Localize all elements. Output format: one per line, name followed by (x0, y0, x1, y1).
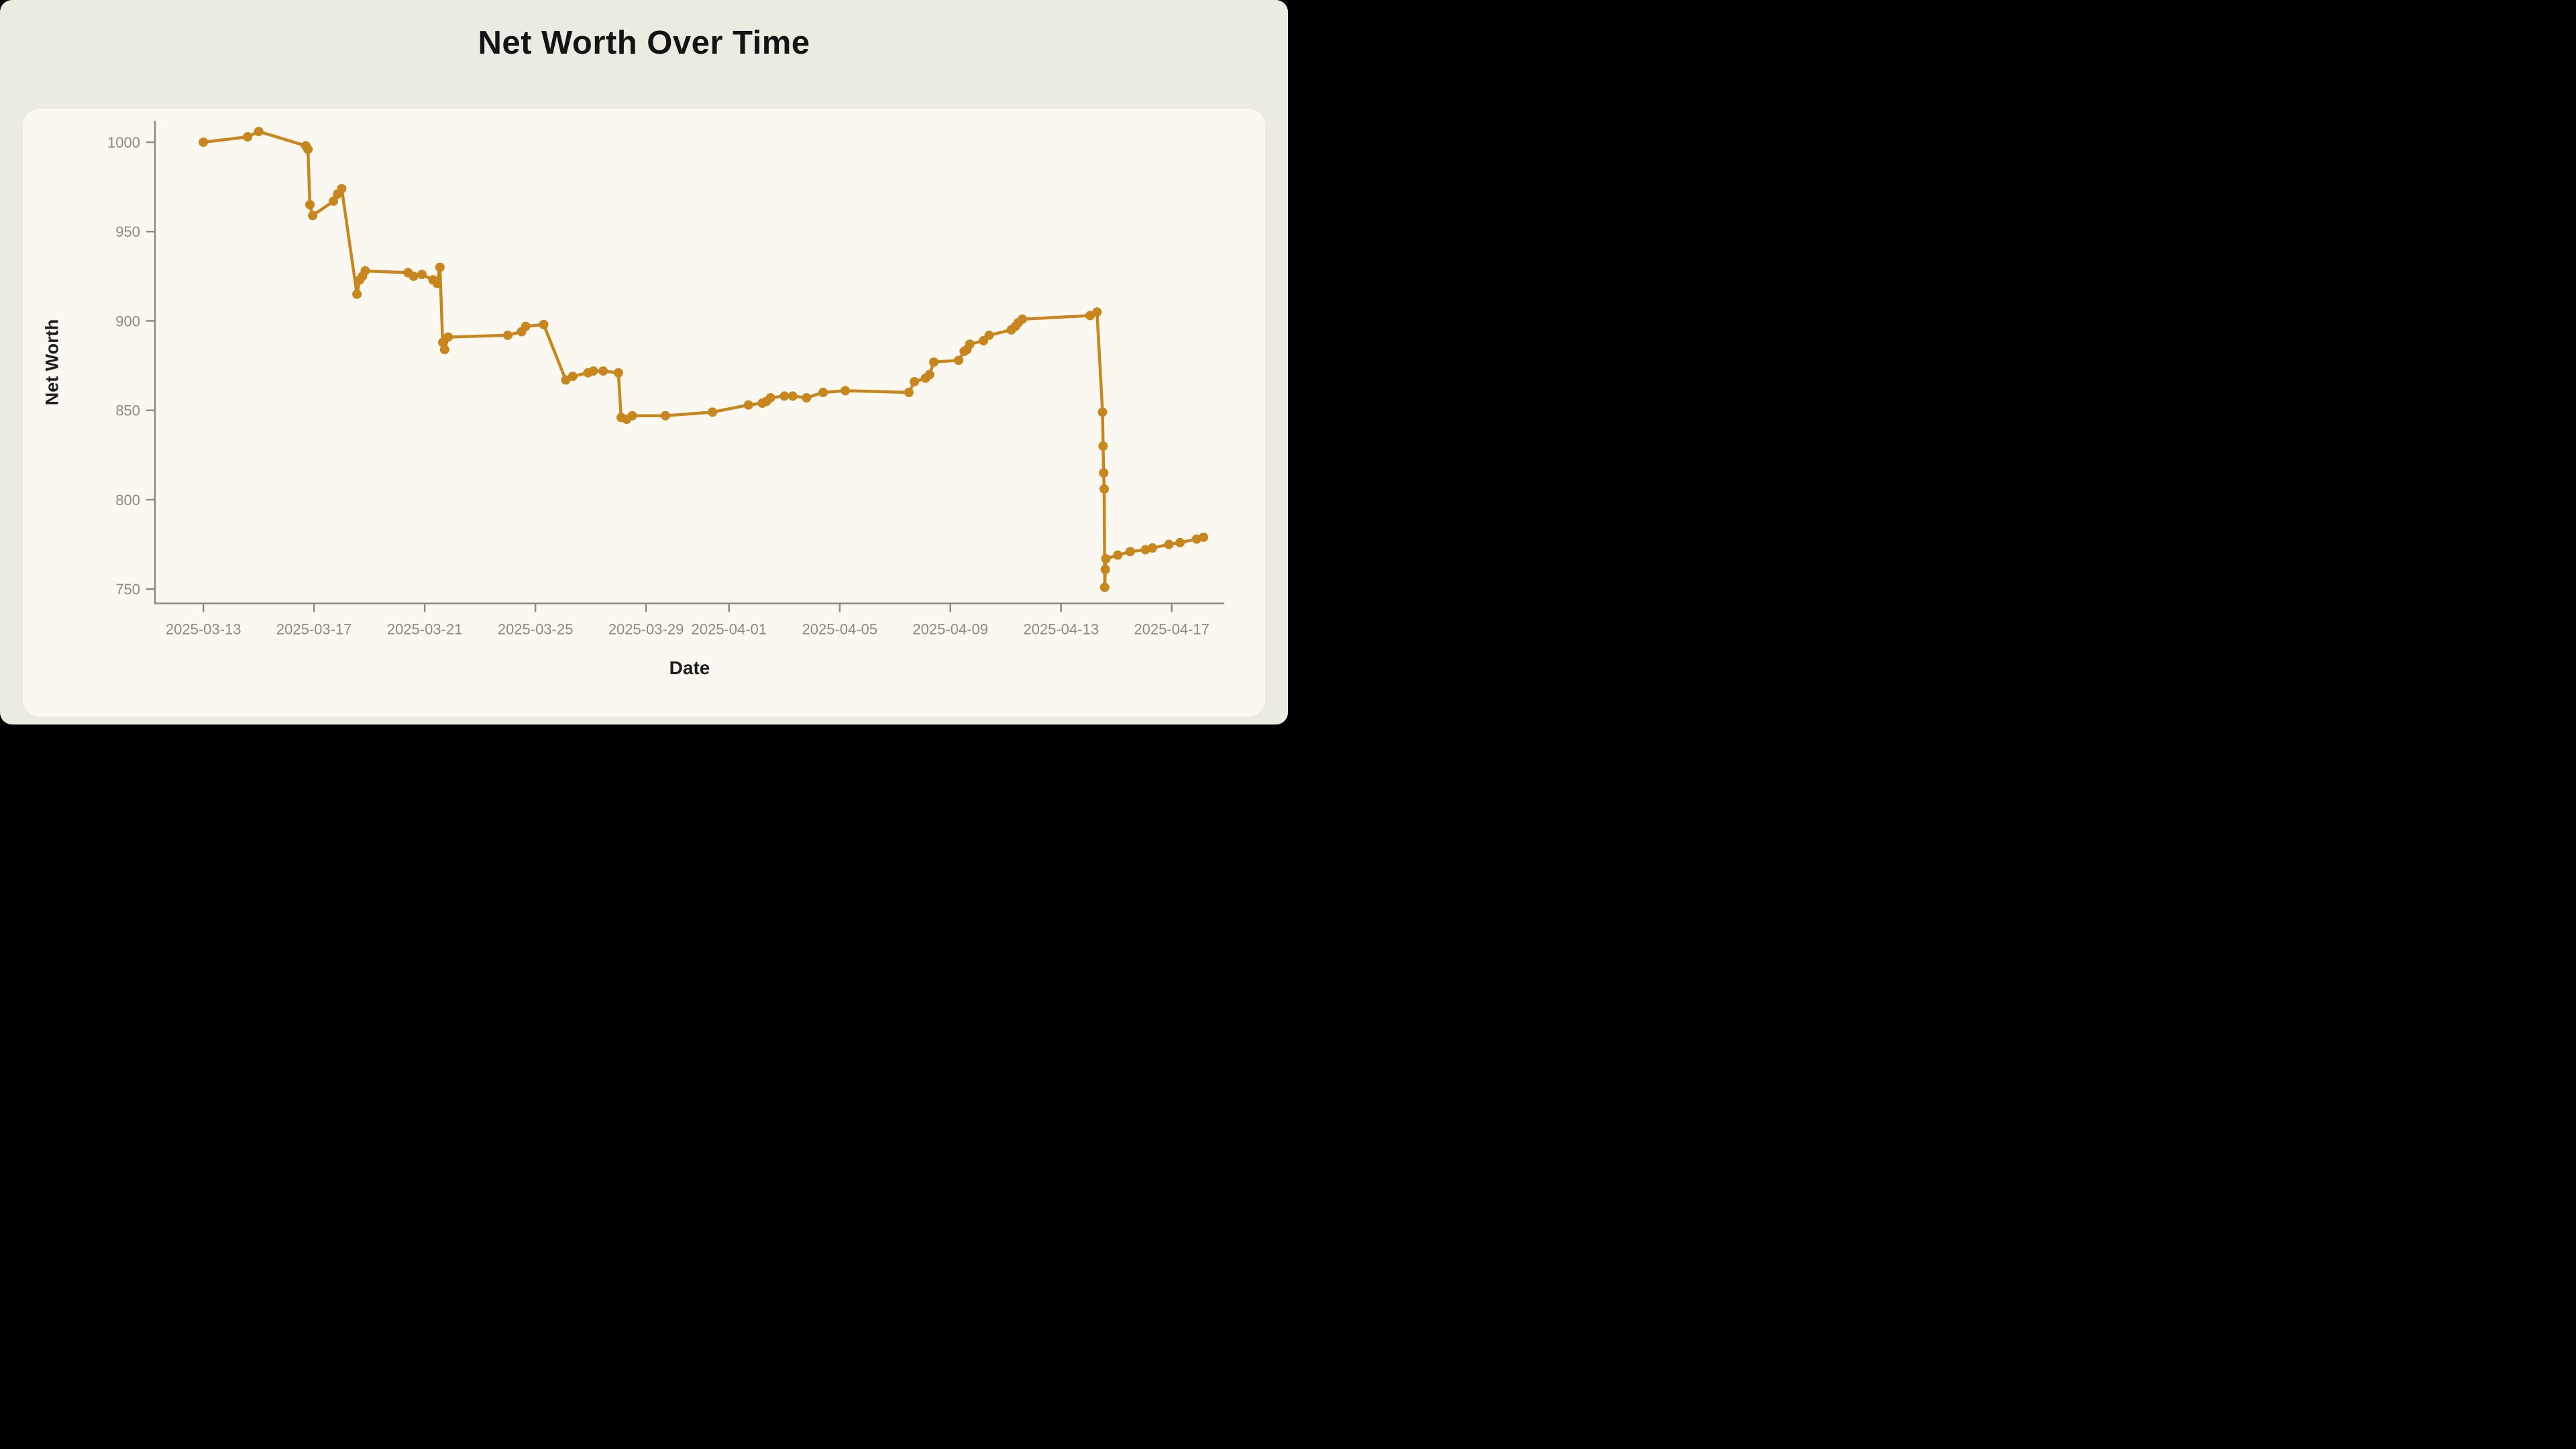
x-tick-label: 2025-04-09 (912, 621, 988, 638)
data-point (199, 137, 209, 147)
data-point (1164, 539, 1174, 549)
x-tick-label: 2025-04-17 (1134, 621, 1210, 638)
data-point (417, 270, 427, 280)
data-point (924, 370, 934, 380)
data-point (765, 393, 775, 403)
data-point (1099, 484, 1110, 494)
data-point (303, 144, 313, 154)
data-point (965, 339, 975, 350)
data-point (910, 377, 920, 387)
data-point (254, 126, 264, 136)
data-point (954, 356, 964, 366)
data-point (329, 196, 339, 206)
data-point (1097, 407, 1108, 417)
data-point (539, 319, 549, 329)
data-point (352, 289, 362, 299)
data-point (1098, 441, 1108, 451)
x-tick-label: 2025-04-13 (1023, 621, 1099, 638)
data-point (1092, 307, 1102, 317)
data-point (1099, 582, 1110, 592)
data-point (360, 266, 370, 276)
x-tick-label: 2025-03-29 (608, 621, 684, 638)
data-point (435, 262, 445, 272)
x-tick-label: 2025-03-13 (166, 621, 241, 638)
y-tick-label: 750 (115, 581, 140, 598)
data-point (904, 388, 914, 398)
x-axis-label: Date (669, 657, 710, 678)
data-point (337, 184, 347, 194)
data-point (568, 372, 578, 382)
y-axis-label: Net Worth (42, 319, 62, 406)
data-point (780, 391, 790, 401)
data-point (708, 407, 718, 417)
data-point (627, 411, 637, 421)
x-tick-label: 2025-04-05 (802, 621, 877, 638)
data-point (928, 357, 938, 367)
y-tick-label: 950 (115, 223, 140, 240)
y-tick-label: 850 (115, 402, 140, 419)
x-tick-label: 2025-03-21 (387, 621, 463, 638)
data-point (1147, 543, 1157, 553)
chart-card: 750 800 850 900 950 1000 2025-03-13 2025-03-17 2… (23, 109, 1265, 716)
data-point (1113, 550, 1123, 560)
data-point (840, 386, 850, 396)
data-point (439, 345, 449, 355)
data-point (660, 411, 670, 421)
data-point (613, 368, 623, 378)
data-point (743, 400, 753, 410)
data-point (818, 388, 828, 398)
app-page: Net Worth Over Time 750 800 850 900 950 1000 2… (0, 0, 1288, 724)
data-point (243, 131, 253, 142)
data-point (305, 200, 315, 210)
y-tick-label: 800 (115, 492, 140, 508)
data-point (788, 391, 798, 401)
y-tick-label: 1000 (107, 134, 140, 151)
data-point (588, 366, 598, 376)
networth-line-series (201, 129, 1205, 589)
y-tick-label: 900 (115, 313, 140, 329)
data-point (432, 278, 442, 288)
data-point (1175, 537, 1185, 547)
data-point (502, 330, 513, 340)
data-point (598, 366, 608, 376)
x-tick-label: 2025-03-17 (276, 621, 352, 638)
data-point (1100, 564, 1110, 574)
page-title: Net Worth Over Time (478, 25, 810, 61)
data-point (1099, 468, 1109, 478)
data-point (1125, 547, 1135, 557)
data-point (308, 211, 318, 221)
data-point (1101, 553, 1111, 564)
data-point (1017, 314, 1027, 324)
networth-line-chart: 750 800 850 900 950 1000 2025-03-13 2025-03-17 2… (107, 121, 1224, 638)
data-point (409, 271, 419, 281)
data-point (1199, 532, 1209, 542)
x-tick-label: 2025-03-25 (498, 621, 574, 638)
data-point (984, 330, 994, 340)
data-point (521, 321, 531, 331)
data-point (561, 375, 571, 385)
data-point (802, 393, 812, 403)
x-tick-label: 2025-04-01 (691, 621, 767, 638)
data-point (443, 332, 453, 342)
data-point (1085, 311, 1095, 321)
